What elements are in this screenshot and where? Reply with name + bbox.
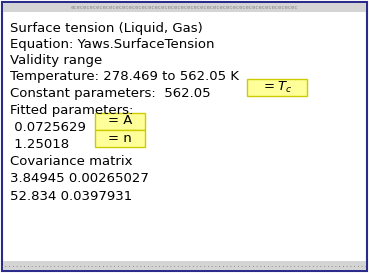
Text: Temperature: 278.469 to 562.05 K: Temperature: 278.469 to 562.05 K [10, 70, 239, 83]
Text: Equation: Yaws.SurfaceTension: Equation: Yaws.SurfaceTension [10, 38, 214, 51]
Text: Covariance matrix: Covariance matrix [10, 155, 132, 168]
Text: $= T_c$: $= T_c$ [261, 79, 293, 94]
Bar [3, 261, 366, 270]
Text: Constant parameters:  562.05: Constant parameters: 562.05 [10, 87, 211, 100]
Bar [95, 130, 145, 147]
Text: Surface tension (Liquid, Gas): Surface tension (Liquid, Gas) [10, 22, 203, 35]
Text: = n: = n [108, 132, 132, 144]
Bar [95, 113, 145, 130]
Text: Validity range: Validity range [10, 54, 102, 67]
Text: 1.25018: 1.25018 [10, 138, 69, 151]
Text: ................................................................................: ........................................… [0, 263, 369, 268]
Text: 0.0725629: 0.0725629 [10, 121, 86, 134]
Bar [247, 79, 307, 96]
Text: = A: = A [108, 114, 132, 127]
Text: 52.834 0.0397931: 52.834 0.0397931 [10, 190, 132, 203]
Bar [3, 3, 366, 12]
Text: ececececececececececececececececececececececececececececececececececec: ecececececececececececececececececececec… [71, 5, 298, 10]
Text: 3.84945 0.00265027: 3.84945 0.00265027 [10, 172, 149, 185]
Text: Fitted parameters:: Fitted parameters: [10, 104, 133, 117]
